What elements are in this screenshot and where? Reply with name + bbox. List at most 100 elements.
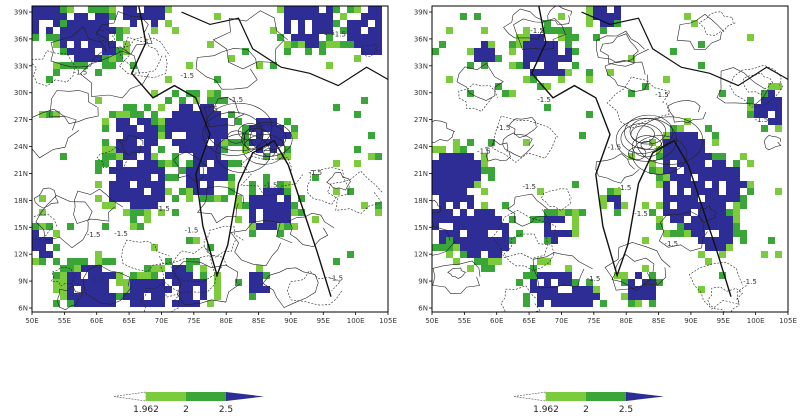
grid-cell <box>165 20 172 27</box>
grid-cell <box>74 62 81 69</box>
grid-cell <box>340 41 347 48</box>
grid-cell <box>719 216 726 223</box>
grid-cell <box>102 6 109 13</box>
grid-cell <box>453 188 460 195</box>
grid-cell <box>726 174 733 181</box>
lat-tick-label: 9N <box>18 278 28 286</box>
lon-tick-label: 50E <box>425 317 438 325</box>
grid-cell <box>116 34 123 41</box>
grid-cell <box>537 293 544 300</box>
grid-cell <box>488 139 495 146</box>
grid-cell <box>586 13 593 20</box>
contour-line <box>492 115 559 163</box>
grid-cell <box>326 20 333 27</box>
contour-line <box>716 67 769 105</box>
grid-cell <box>235 139 242 146</box>
grid-cell <box>698 237 705 244</box>
grid-cell <box>39 244 46 251</box>
grid-cell <box>186 300 193 307</box>
grid-cell <box>677 209 684 216</box>
grid-cell <box>95 20 102 27</box>
grid-cell <box>270 118 277 125</box>
grid-cell <box>312 216 319 223</box>
grid-cell <box>747 111 754 118</box>
grid-cell <box>565 265 572 272</box>
grid-cell <box>719 153 726 160</box>
grid-cell <box>186 237 193 244</box>
grid-cell <box>439 230 446 237</box>
contour-line <box>458 83 498 112</box>
grid-cell <box>516 41 523 48</box>
grid-cell <box>305 6 312 13</box>
lon-tick-label: 70E <box>555 317 568 325</box>
grid-cell <box>88 41 95 48</box>
grid-cell <box>144 272 151 279</box>
grid-cell <box>460 188 467 195</box>
grid-cell <box>614 13 621 20</box>
grid-cell <box>172 111 179 118</box>
lat-tick-label: 12N <box>414 251 428 259</box>
grid-cell <box>186 125 193 132</box>
grid-cell <box>242 48 249 55</box>
grid-cell <box>439 160 446 167</box>
grid-cell <box>446 216 453 223</box>
grid-cell <box>53 13 60 20</box>
grid-cell <box>326 41 333 48</box>
grid-cell <box>572 209 579 216</box>
grid-cell <box>144 202 151 209</box>
contour-label: -1.5 <box>321 29 335 37</box>
lat-tick-label: 30N <box>414 89 428 97</box>
grid-cell <box>130 153 137 160</box>
grid-cell <box>242 125 249 132</box>
contour-label: -1.5 <box>114 230 128 238</box>
grid-cell <box>375 27 382 34</box>
contour-line <box>159 255 217 298</box>
grid-cell <box>593 286 600 293</box>
grid-cell <box>144 153 151 160</box>
grid-cell <box>172 90 179 97</box>
grid-cell <box>649 160 656 167</box>
grid-cell <box>144 160 151 167</box>
grid-cell <box>642 237 649 244</box>
grid-cell <box>432 188 439 195</box>
grid-cell <box>172 139 179 146</box>
grid-cell <box>572 223 579 230</box>
grid-cell <box>207 118 214 125</box>
grid-cell <box>130 20 137 27</box>
grid-cell <box>775 118 782 125</box>
grid-cell <box>144 209 151 216</box>
lon-tick-label: 55E <box>58 317 71 325</box>
grid-cell <box>109 48 116 55</box>
grid-cell <box>165 125 172 132</box>
grid-cell <box>698 41 705 48</box>
grid-cell <box>558 27 565 34</box>
grid-cell <box>705 125 712 132</box>
grid-cell <box>249 230 256 237</box>
grid-cell <box>116 188 123 195</box>
grid-cell <box>53 20 60 27</box>
colorbar-segment <box>146 392 186 401</box>
contour-line <box>624 114 674 150</box>
grid-cell <box>712 153 719 160</box>
grid-cell <box>614 188 621 195</box>
grid-cell <box>670 216 677 223</box>
grid-cell <box>544 27 551 34</box>
grid-cell <box>684 230 691 237</box>
grid-cell <box>123 27 130 34</box>
grid-cell <box>312 34 319 41</box>
grid-cell <box>123 111 130 118</box>
grid-cell <box>726 223 733 230</box>
grid-cell <box>151 188 158 195</box>
grid-cell <box>256 223 263 230</box>
contour-label: -1.5 <box>180 72 194 80</box>
grid-cell <box>95 55 102 62</box>
contour-label: -1.5 <box>664 240 678 248</box>
grid-cell <box>116 55 123 62</box>
grid-cell <box>158 195 165 202</box>
grid-cell <box>656 223 663 230</box>
grid-cell <box>228 55 235 62</box>
grid-cell <box>256 118 263 125</box>
grid-cell <box>691 167 698 174</box>
grid-cell <box>172 272 179 279</box>
grid-cell <box>488 251 495 258</box>
